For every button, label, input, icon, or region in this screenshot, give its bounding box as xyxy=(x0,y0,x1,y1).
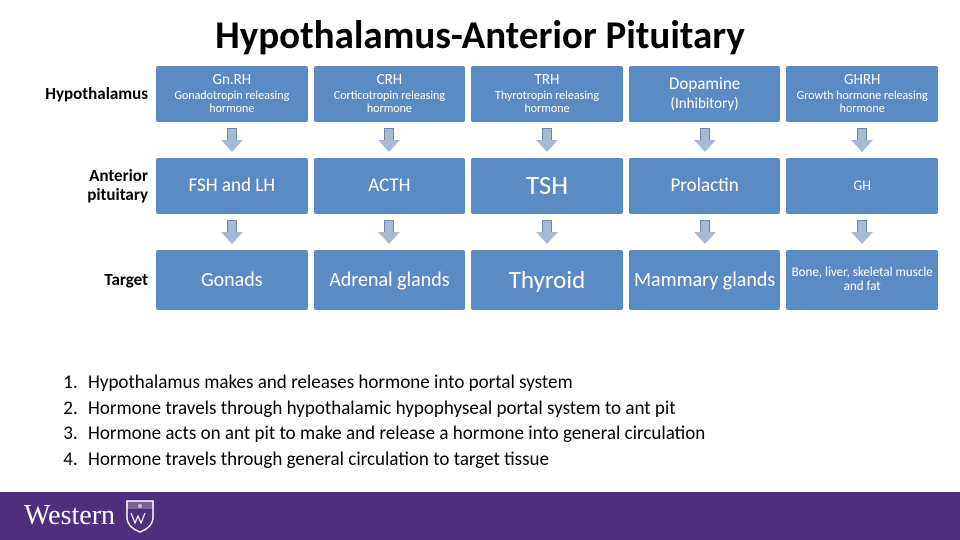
row-label-text: Target xyxy=(104,271,148,290)
grid-cell: Adrenal glands xyxy=(314,250,466,310)
row-label-hypothalamus: Hypothalamus xyxy=(38,66,156,122)
arrow-row-1 xyxy=(38,126,938,154)
arrow-cell xyxy=(629,126,781,154)
cell-subtitle: Growth hormone releasing hormone xyxy=(790,90,934,116)
arrow-row-2 xyxy=(38,218,938,246)
cell-title: Gonads xyxy=(201,269,263,291)
grid-cell: Gn.RHGonadotropin releasing hormone xyxy=(156,66,308,122)
grid-cell: Bone, liver, skeletal muscle and fat xyxy=(786,250,938,310)
grid-cell: CRHCorticotropin releasing hormone xyxy=(314,66,466,122)
down-arrow-icon xyxy=(694,220,716,244)
row-label-target: Target xyxy=(38,250,156,310)
cell-title: Mammary glands xyxy=(634,269,775,291)
grid-cell: Prolactin xyxy=(629,158,781,214)
cell-title: TRH xyxy=(535,72,560,89)
cell-title: FSH and LH xyxy=(189,176,276,197)
grid-cell: Mammary glands xyxy=(629,250,781,310)
cell-title: GH xyxy=(853,178,871,193)
arrow-cell xyxy=(629,218,781,246)
cell-title: Prolactin xyxy=(670,176,738,197)
cell-title: Dopamine xyxy=(669,75,740,94)
list-item: Hypothalamus makes and releases hormone … xyxy=(82,370,924,396)
arrow-cell xyxy=(471,218,623,246)
cell-subtitle: Gonadotropin releasing hormone xyxy=(160,90,304,116)
cell-title: GHRH xyxy=(844,72,880,89)
shield-icon xyxy=(125,499,155,533)
grid-cell: GH xyxy=(786,158,938,214)
list-item: Hormone acts on ant pit to make and rele… xyxy=(82,421,924,447)
grid-cell: Dopamine (Inhibitory) xyxy=(629,66,781,122)
down-arrow-icon xyxy=(536,220,558,244)
arrow-cell xyxy=(156,126,308,154)
grid-cell: Gonads xyxy=(156,250,308,310)
cell-title: Adrenal glands xyxy=(329,269,449,291)
row-label-anterior-pituitary: Anterior pituitary xyxy=(38,158,156,214)
down-arrow-icon xyxy=(536,128,558,152)
numbered-list: Hypothalamus makes and releases hormone … xyxy=(44,370,924,473)
slide-title: Hypothalamus-Anterior Pituitary xyxy=(0,0,960,59)
list-item: Hormone travels through general circulat… xyxy=(82,447,924,473)
logo-text: Western xyxy=(24,500,115,532)
down-arrow-icon xyxy=(221,128,243,152)
cell-subtitle: Corticotropin releasing hormone xyxy=(318,90,462,116)
arrow-cell xyxy=(314,126,466,154)
row-hypothalamus: Hypothalamus Gn.RHGonadotropin releasing… xyxy=(38,66,938,122)
arrow-cell xyxy=(471,126,623,154)
cell-subtitle: (Inhibitory) xyxy=(670,96,738,113)
cell-title: Bone, liver, skeletal muscle and fat xyxy=(790,266,934,295)
arrow-cell xyxy=(786,126,938,154)
cell-subtitle: Thyrotropin releasing hormone xyxy=(475,90,619,116)
cell-title: TSH xyxy=(526,171,568,201)
grid-cell: Thyroid xyxy=(471,250,623,310)
cell-title: ACTH xyxy=(368,176,410,197)
grid-cell: TSH xyxy=(471,158,623,214)
row-label-text: Hypothalamus xyxy=(45,85,148,104)
down-arrow-icon xyxy=(851,128,873,152)
arrow-cell xyxy=(314,218,466,246)
row-anterior-pituitary: Anterior pituitary FSH and LH ACTH TSH Prol… xyxy=(38,158,938,214)
flow-grid: Hypothalamus Gn.RHGonadotropin releasing… xyxy=(38,66,938,310)
grid-cell: GHRHGrowth hormone releasing hormone xyxy=(786,66,938,122)
cell-title: CRH xyxy=(377,72,403,89)
cell-title: Thyroid xyxy=(509,266,586,294)
down-arrow-icon xyxy=(694,128,716,152)
down-arrow-icon xyxy=(378,220,400,244)
arrow-cell xyxy=(786,218,938,246)
down-arrow-icon xyxy=(851,220,873,244)
cell-title: Gn.RH xyxy=(212,72,251,89)
western-logo: Western xyxy=(24,499,155,533)
down-arrow-icon xyxy=(378,128,400,152)
grid-cell: TRHThyrotropin releasing hormone xyxy=(471,66,623,122)
row-label-text-b: pituitary xyxy=(87,186,148,205)
footer-bar: Western xyxy=(0,492,960,540)
row-target: Target Gonads Adrenal glands Thyroid Mammar… xyxy=(38,250,938,310)
arrow-cell xyxy=(156,218,308,246)
grid-cell: FSH and LH xyxy=(156,158,308,214)
grid-cell: ACTH xyxy=(314,158,466,214)
down-arrow-icon xyxy=(221,220,243,244)
list-item: Hormone travels through hypothalamic hyp… xyxy=(82,396,924,422)
